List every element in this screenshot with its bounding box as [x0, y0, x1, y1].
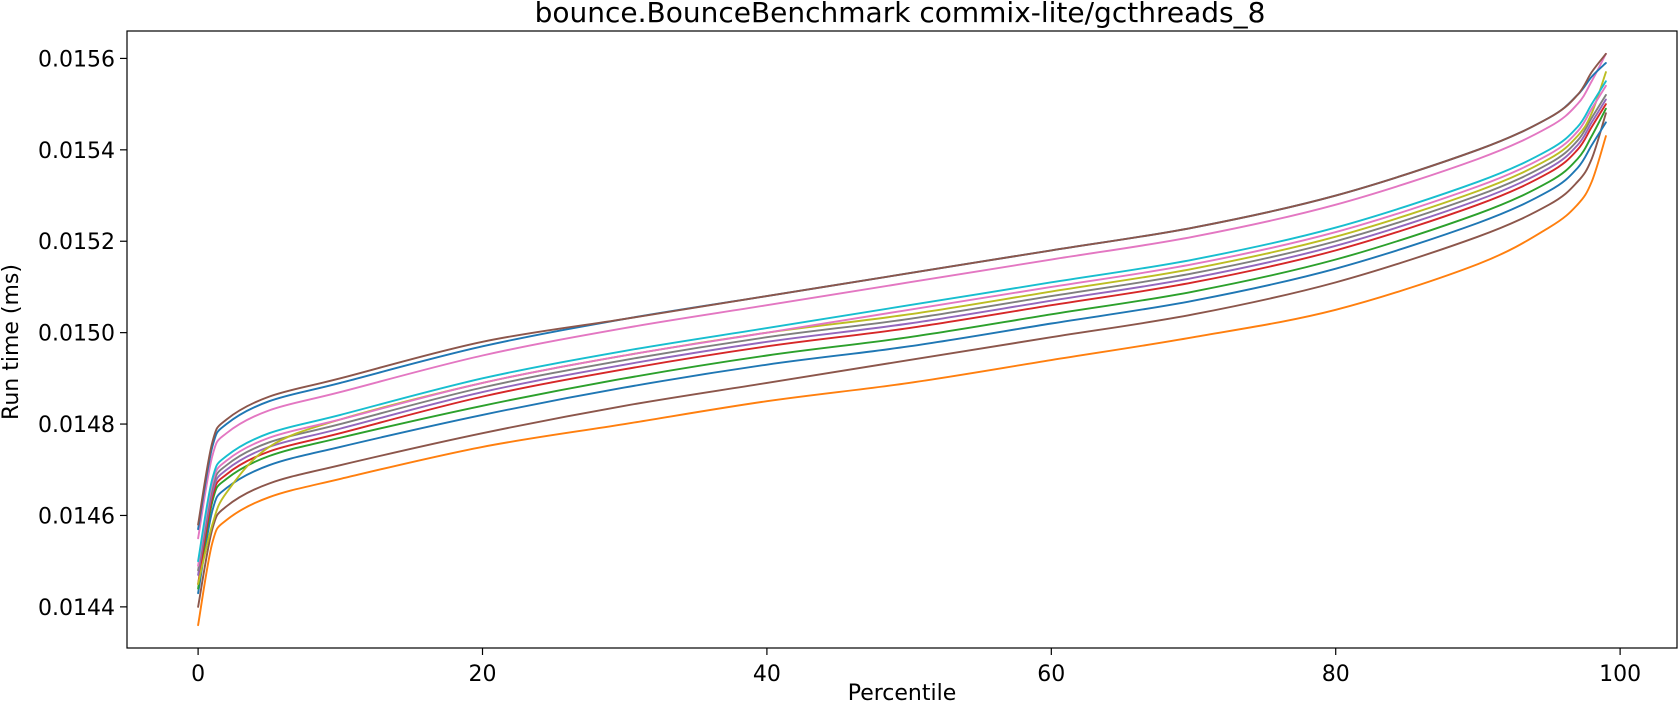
series-line-12 — [197, 62, 1607, 531]
y-axis: 0.0144 0.0146 0.0148 0.0150 0.0152 0.0154 0.01… — [38, 47, 127, 621]
y-tick-label: 0.0156 — [38, 47, 115, 72]
y-tick-label: 0.0144 — [38, 596, 115, 621]
series-line-13 — [197, 52, 1607, 526]
series-line-11 — [197, 52, 1607, 540]
series-line-10 — [197, 80, 1607, 563]
series-line-2 — [197, 112, 1607, 608]
x-axis: 0 20 40 60 80 100 — [191, 648, 1641, 687]
series-line-1 — [197, 135, 1607, 627]
series-line-3 — [197, 121, 1607, 595]
x-tick-label: 0 — [191, 662, 205, 687]
y-tick-label: 0.0152 — [38, 230, 115, 255]
series-line-4 — [197, 107, 1607, 590]
plot-frame — [126, 30, 1678, 649]
chart-title: bounce.BounceBenchmark commix-lite/gcthr… — [535, 0, 1266, 29]
y-axis-label: Run time (ms) — [0, 264, 24, 420]
y-tick-label: 0.0148 — [38, 413, 115, 438]
y-tick-label: 0.0146 — [38, 504, 115, 529]
y-tick-label: 0.0154 — [38, 139, 115, 164]
y-tick-label: 0.0150 — [38, 322, 115, 347]
series-line-7 — [197, 94, 1607, 572]
series-line-6 — [197, 98, 1607, 576]
x-tick-label: 100 — [1599, 662, 1641, 687]
series-line-8 — [197, 71, 1607, 585]
x-axis-label: Percentile — [848, 681, 957, 706]
x-tick-label: 40 — [753, 662, 781, 687]
x-tick-label: 60 — [1037, 662, 1065, 687]
x-tick-label: 20 — [469, 662, 497, 687]
series-line-5 — [197, 103, 1607, 585]
series-layer — [197, 52, 1607, 627]
x-tick-label: 80 — [1322, 662, 1350, 687]
series-line-9 — [197, 84, 1607, 567]
